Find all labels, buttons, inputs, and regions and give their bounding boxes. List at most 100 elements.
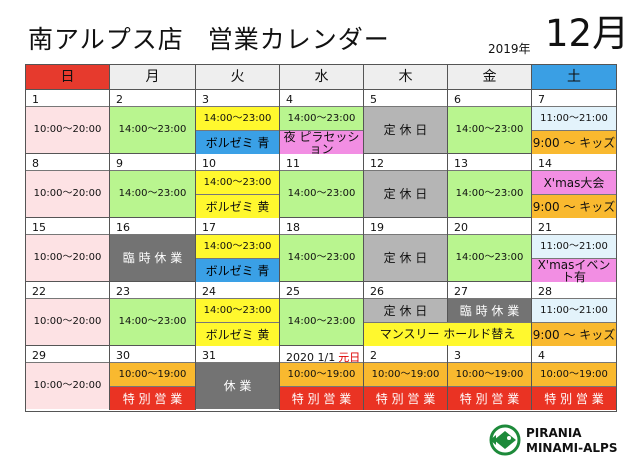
schedule-block: 11:00～21:00: [532, 234, 616, 258]
day-cell: 2 10:00～19:00 特 別 営 業: [364, 346, 448, 410]
day-number: 27: [454, 285, 468, 298]
schedule-block: 特 別 営 業: [110, 386, 195, 410]
day-number: 10: [202, 157, 216, 170]
schedule-block: 10:00～19:00: [364, 362, 447, 386]
day-number-text: 3: [454, 349, 461, 362]
day-number: 2: [370, 349, 377, 362]
day-number: 9: [116, 157, 123, 170]
schedule-block: 14:00～23:00: [196, 170, 279, 194]
day-number: 3: [454, 349, 461, 362]
day-number-text: 17: [202, 221, 216, 234]
day-cell: 28 11:00～21:00 9:00 ～ キッズ: [532, 282, 616, 346]
schedule-block: X'masイベント有: [532, 258, 616, 283]
monthly-hold-change-banner: マンスリー ホールド替え: [364, 322, 531, 345]
day-cell: 21 11:00～21:00 X'masイベント有: [532, 218, 616, 283]
day-number-text: 2020 1/1: [286, 351, 336, 364]
day-number-text: 6: [454, 93, 461, 106]
calendar-grid: 日月火水木金土 1 10:00～20:00 2 14:00～23:00 3 14:00～23…: [25, 64, 617, 412]
schedule-block: 14:00～23:00: [448, 234, 531, 281]
day-number-text: 10: [202, 157, 216, 170]
day-number: 4: [538, 349, 545, 362]
day-cell: 31 休 業: [196, 346, 280, 410]
schedule-block: ボルゼミ 青: [196, 258, 279, 282]
day-number-text: 4: [286, 93, 293, 106]
schedule-block: 11:00～21:00: [532, 106, 616, 130]
day-number-text: 31: [202, 349, 216, 362]
day-number: 16: [116, 221, 130, 234]
schedule-block: 14:00～23:00: [196, 106, 279, 130]
day-number-text: 25: [286, 285, 300, 298]
day-number: 11: [286, 157, 300, 170]
day-number: 15: [32, 221, 46, 234]
schedule-block: 9:00 ～ キッズ: [532, 130, 616, 154]
day-number-text: 14: [538, 157, 552, 170]
day-cell: 13 14:00～23:00: [448, 154, 532, 218]
day-cell: 18 14:00～23:00: [280, 218, 364, 282]
schedule-block: 夜 ピラセッション: [280, 130, 363, 155]
logo-text-line1: PIRANIA: [526, 426, 582, 440]
day-number: 4: [286, 93, 293, 106]
day-number-text: 29: [32, 349, 46, 362]
day-cell: 11 14:00～23:00: [280, 154, 364, 218]
schedule-block: 10:00～20:00: [26, 362, 109, 409]
day-cell: 25 14:00～23:00: [280, 282, 364, 346]
day-number-text: 5: [370, 93, 377, 106]
day-number-text: 2: [116, 93, 123, 106]
day-number: 7: [538, 93, 545, 106]
weekday-header: 火: [196, 65, 280, 90]
day-number-text: 22: [32, 285, 46, 298]
day-number: 14: [538, 157, 552, 170]
day-number: 30: [116, 349, 130, 362]
schedule-block: 9:00 ～ キッズ: [532, 322, 616, 346]
schedule-block: 14:00～23:00: [448, 106, 531, 153]
schedule-block: 14:00～23:00: [280, 170, 363, 217]
weekday-header: 木: [364, 65, 448, 90]
schedule-block: 11:00～21:00: [532, 298, 616, 322]
schedule-block: 臨 時 休 業: [110, 234, 195, 281]
schedule-block: 特 別 営 業: [448, 386, 531, 410]
schedule-block: 定 休 日: [364, 106, 447, 153]
day-number: 1: [32, 93, 39, 106]
day-number-text: 13: [454, 157, 468, 170]
day-number: 19: [370, 221, 384, 234]
day-number-text: 24: [202, 285, 216, 298]
day-cell: 2020 1/1 元日 10:00～19:00 特 別 営 業: [280, 346, 364, 410]
schedule-block: 14:00～23:00: [196, 298, 279, 322]
schedule-block: 特 別 営 業: [364, 386, 447, 410]
schedule-block: 定 休 日: [364, 170, 447, 217]
day-cell: 3 10:00～19:00 特 別 営 業: [448, 346, 532, 410]
day-cell: 4 10:00～19:00 特 別 営 業: [532, 346, 616, 410]
day-cell: 14 X'mas大会 9:00 ～ キッズ: [532, 154, 616, 218]
schedule-block: 14:00～23:00: [280, 234, 363, 281]
schedule-block: 14:00～23:00: [110, 106, 195, 153]
day-number-text: 21: [538, 221, 552, 234]
schedule-block: 14:00～23:00: [110, 170, 195, 217]
day-number-text: 1: [32, 93, 39, 106]
schedule-block: 休 業: [196, 362, 279, 409]
logo-text-line2: MINAMI-ALPS: [526, 441, 618, 455]
day-number: 8: [32, 157, 39, 170]
year-label: 2019年: [488, 42, 531, 56]
day-cell: 7 11:00～21:00 9:00 ～ キッズ: [532, 90, 616, 154]
day-number: 23: [116, 285, 130, 298]
day-number-text: 16: [116, 221, 130, 234]
weekday-header: 水: [280, 65, 364, 90]
weekday-header: 日: [26, 65, 110, 90]
schedule-block: 10:00～19:00: [532, 362, 616, 386]
day-number: 29: [32, 349, 46, 362]
schedule-block: 特 別 営 業: [280, 386, 363, 410]
day-number: 20: [454, 221, 468, 234]
schedule-block: 14:00～23:00: [280, 106, 363, 130]
schedule-block: 14:00～23:00: [110, 298, 195, 345]
day-cell: 17 14:00～23:00 ボルゼミ 青: [196, 218, 280, 282]
day-number-text: 18: [286, 221, 300, 234]
schedule-block: ボルゼミ 黄: [196, 194, 279, 218]
day-number-text: 11: [286, 157, 300, 170]
day-number-text: 20: [454, 221, 468, 234]
day-number-text: 26: [370, 285, 384, 298]
day-cell: 15 10:00～20:00: [26, 218, 110, 282]
day-number: 6: [454, 93, 461, 106]
day-number-text: 9: [116, 157, 123, 170]
schedule-block: ボルゼミ 黄: [196, 322, 279, 346]
